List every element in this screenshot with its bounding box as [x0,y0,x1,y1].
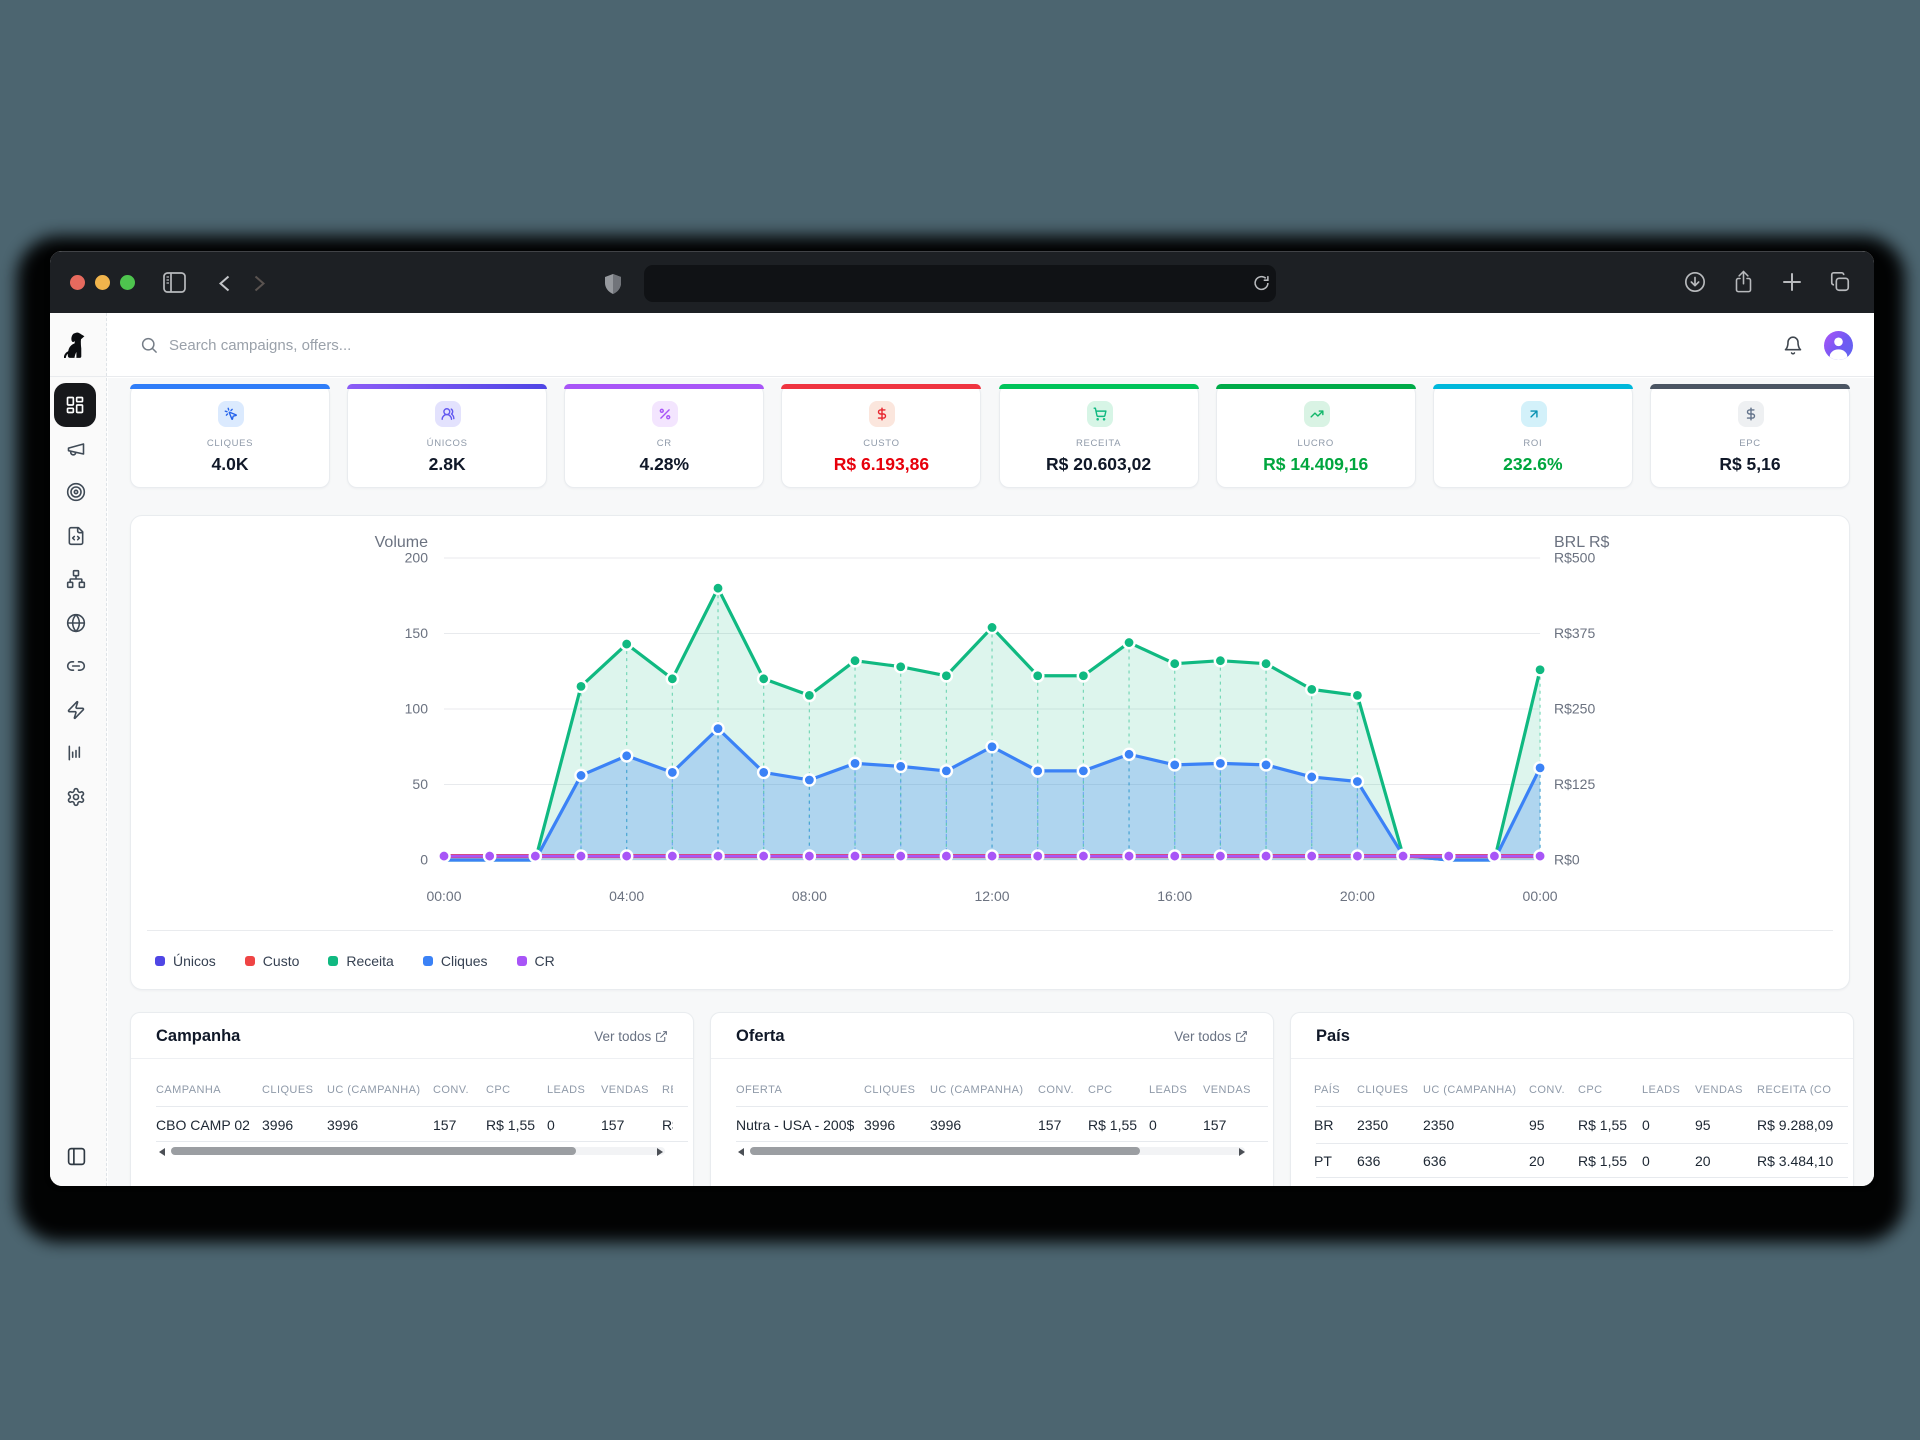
svg-text:Volume: Volume [375,534,428,551]
svg-text:100: 100 [405,701,429,717]
svg-text:00:00: 00:00 [426,888,461,904]
svg-text:R$250: R$250 [1554,701,1595,717]
svg-text:00:00: 00:00 [1523,888,1558,904]
svg-text:R$500: R$500 [1554,550,1595,566]
svg-text:R$0: R$0 [1554,852,1580,868]
svg-text:200: 200 [405,550,429,566]
svg-text:12:00: 12:00 [975,888,1010,904]
svg-text:R$125: R$125 [1554,776,1595,792]
svg-text:50: 50 [412,776,428,792]
svg-text:08:00: 08:00 [792,888,827,904]
svg-text:16:00: 16:00 [1157,888,1192,904]
svg-text:20:00: 20:00 [1340,888,1375,904]
svg-text:BRL R$: BRL R$ [1554,534,1610,551]
svg-text:R$375: R$375 [1554,625,1595,641]
svg-text:150: 150 [405,625,429,641]
svg-text:04:00: 04:00 [609,888,644,904]
svg-text:0: 0 [420,852,428,868]
